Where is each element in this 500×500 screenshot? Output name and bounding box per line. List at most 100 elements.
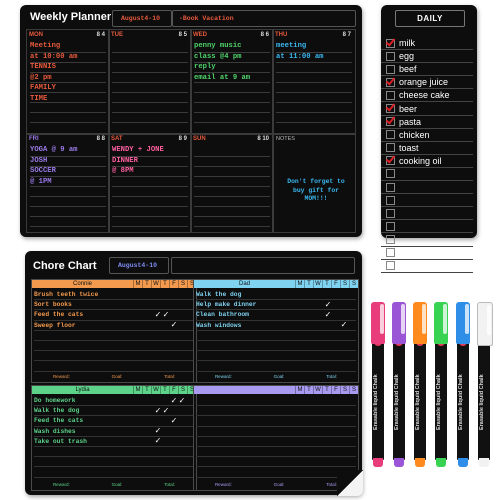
chore-day-letter: T bbox=[160, 386, 169, 394]
check-mark-icon: ✓ bbox=[340, 320, 348, 330]
day-entry: JOSH bbox=[30, 156, 48, 165]
chalk-marker-6: Erasable liquid Chalk bbox=[477, 302, 493, 467]
goal-label: Goal: bbox=[111, 482, 123, 487]
ruled-lines bbox=[276, 43, 352, 131]
check-mark-icon: ✓ bbox=[170, 395, 178, 405]
daily-item[interactable]: toast bbox=[381, 142, 473, 155]
marker-body: Erasable liquid Chalk bbox=[372, 338, 384, 460]
day-name: WED bbox=[193, 32, 207, 38]
checkbox-icon[interactable] bbox=[386, 130, 395, 140]
chore-task: Feed the cats bbox=[34, 311, 84, 319]
marker-body: Erasable liquid Chalk bbox=[393, 338, 405, 460]
check-mark-icon: ✓ bbox=[162, 405, 170, 415]
chore-task-row bbox=[196, 361, 356, 372]
marker-end-cap bbox=[479, 458, 489, 467]
chore-task-row bbox=[196, 457, 356, 468]
chore-task-row: Brush teeth twice bbox=[34, 290, 194, 301]
daily-title: DAILY bbox=[417, 14, 443, 23]
chore-day-letter: W bbox=[313, 280, 322, 288]
chalk-marker-1: Erasable liquid Chalk bbox=[371, 302, 385, 467]
chore-footer: Reward: Goal: Total: bbox=[194, 482, 358, 487]
checkbox-icon[interactable] bbox=[386, 248, 395, 258]
chore-task-row: Help make dinner ✓ bbox=[196, 300, 356, 311]
chore-footer: Reward: Goal: Total: bbox=[194, 374, 358, 379]
checkbox-icon[interactable] bbox=[386, 143, 395, 153]
day-header: SAT 8 9 bbox=[111, 136, 187, 142]
daily-item[interactable]: egg bbox=[381, 50, 473, 64]
daily-empty-row bbox=[381, 220, 473, 234]
weekly-date-range: August4-10 bbox=[121, 15, 161, 22]
daily-item[interactable]: orange juice bbox=[381, 76, 473, 90]
chore-day-letter: T bbox=[304, 386, 313, 394]
chore-task-row bbox=[34, 447, 194, 458]
marker-label: Erasable liquid Chalk bbox=[415, 374, 421, 430]
checkbox-icon[interactable] bbox=[386, 104, 395, 114]
checkbox-icon[interactable] bbox=[386, 182, 395, 192]
daily-item[interactable]: milk bbox=[381, 37, 473, 51]
checkbox-icon[interactable] bbox=[386, 64, 395, 74]
checkbox-icon[interactable] bbox=[386, 208, 395, 218]
checkbox-icon[interactable] bbox=[386, 221, 395, 231]
day-header: TUE 8 5 bbox=[111, 32, 187, 38]
daily-empty-row bbox=[381, 194, 473, 208]
chalk-marker-5: Erasable liquid Chalk bbox=[456, 302, 470, 467]
chore-task-row bbox=[34, 341, 194, 352]
checkbox-icon[interactable] bbox=[386, 195, 395, 205]
marker-label: Erasable liquid Chalk bbox=[458, 374, 464, 430]
marker-body: Erasable liquid Chalk bbox=[435, 338, 447, 460]
day-cell-wed: WED 8 6 penny music class @4 pm reply email a… bbox=[190, 29, 274, 135]
day-date: 8 8 bbox=[96, 136, 105, 142]
chore-task-row bbox=[196, 351, 356, 362]
day-name: SUN bbox=[193, 136, 206, 142]
chore-blank-box bbox=[171, 257, 355, 274]
chore-person-cell: M T W T F S S Reward: Goal: Total: bbox=[193, 385, 359, 491]
check-mark-icon: ✓ bbox=[154, 309, 162, 319]
daily-item-text: toast bbox=[399, 142, 419, 153]
daily-item-text: egg bbox=[399, 51, 415, 62]
daily-item[interactable]: beef bbox=[381, 63, 473, 77]
daily-item[interactable]: cooking oil bbox=[381, 155, 473, 168]
day-entry: WENDY + JONE bbox=[112, 146, 164, 154]
checkbox-icon[interactable] bbox=[386, 117, 395, 127]
day-entry: penny music bbox=[194, 42, 242, 50]
day-entries: meeting at 11:00 am bbox=[276, 41, 323, 62]
chore-task-row bbox=[196, 341, 356, 352]
daily-item[interactable]: chicken bbox=[381, 129, 473, 142]
checkbox-icon[interactable] bbox=[386, 169, 395, 179]
checkbox-icon[interactable] bbox=[386, 156, 395, 166]
daily-item[interactable]: pasta bbox=[381, 116, 473, 129]
chore-day-letter: T bbox=[304, 280, 313, 288]
chore-task: Sweep floor bbox=[34, 321, 76, 329]
day-date: 8 4 bbox=[96, 32, 105, 38]
notes-label: NOTES bbox=[276, 136, 295, 142]
marker-end-cap bbox=[394, 458, 404, 467]
chore-day-letter: S bbox=[187, 386, 196, 394]
checkbox-icon[interactable] bbox=[386, 90, 395, 100]
day-entry: SOCCER bbox=[30, 167, 56, 175]
chore-day-letter: M bbox=[133, 280, 142, 288]
day-date: 8 9 bbox=[178, 136, 187, 142]
day-entry: TIME bbox=[30, 94, 48, 103]
chore-day-letter: S bbox=[178, 386, 187, 394]
chore-task: Help make dinner bbox=[196, 301, 257, 309]
day-entry: @ 1PM bbox=[30, 177, 52, 186]
daily-item[interactable]: beer bbox=[381, 102, 473, 116]
chore-task-row: Feed the cats ✓ bbox=[34, 416, 194, 427]
chore-task-row: Take out trash ✓ bbox=[34, 437, 194, 447]
daily-title-box: DAILY bbox=[395, 10, 465, 27]
chore-task-row bbox=[196, 447, 356, 458]
day-date: 8 6 bbox=[260, 32, 269, 38]
ruled-lines bbox=[30, 43, 106, 131]
checkbox-icon[interactable] bbox=[386, 51, 395, 61]
checkbox-icon[interactable] bbox=[386, 77, 395, 87]
day-entry: reply bbox=[194, 63, 216, 71]
checkbox-icon[interactable] bbox=[386, 261, 395, 271]
day-header: FRI 8 8 bbox=[29, 136, 105, 142]
daily-item[interactable]: cheese cake bbox=[381, 89, 473, 103]
chore-task-row bbox=[34, 331, 194, 341]
weekly-event-box: -Book Vacation bbox=[172, 10, 356, 27]
checkbox-icon[interactable] bbox=[386, 234, 395, 244]
marker-label: Erasable liquid Chalk bbox=[436, 374, 442, 430]
checkbox-icon[interactable] bbox=[386, 38, 395, 48]
